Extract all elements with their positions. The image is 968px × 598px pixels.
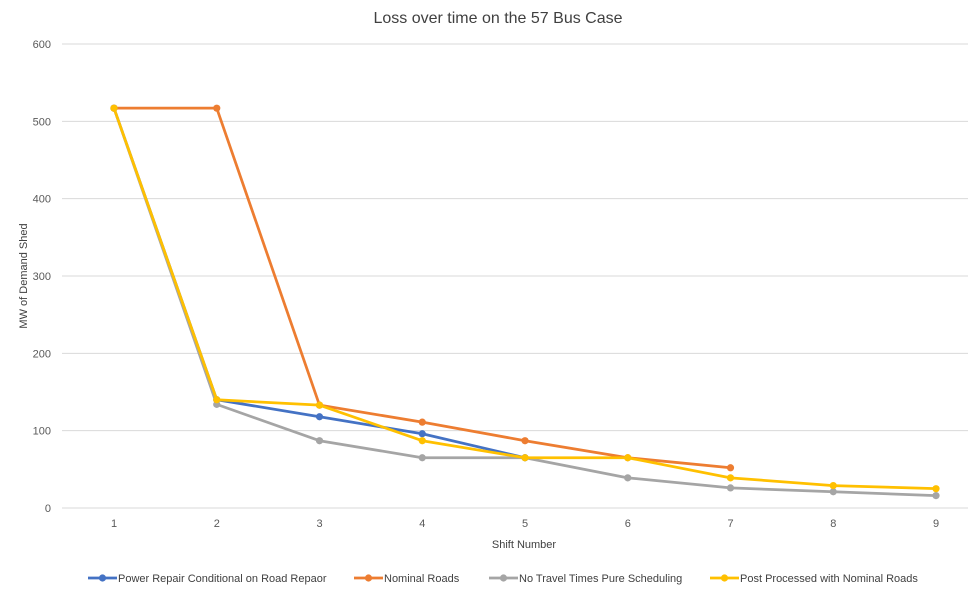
series-line bbox=[112, 106, 732, 470]
legend-label: Power Repair Conditional on Road Repaor bbox=[118, 573, 327, 585]
legend-item: Post Processed with Nominal Roads bbox=[710, 573, 918, 585]
data-point bbox=[932, 492, 940, 500]
x-axis-title: Shift Number bbox=[492, 539, 557, 551]
gridlines bbox=[62, 43, 968, 509]
data-point bbox=[521, 454, 529, 462]
series-2 bbox=[110, 104, 735, 472]
legend-item: No Travel Times Pure Scheduling bbox=[489, 573, 682, 585]
x-tick-label: 6 bbox=[625, 518, 631, 530]
data-point bbox=[418, 437, 426, 445]
data-point bbox=[932, 485, 940, 493]
y-tick-label: 100 bbox=[33, 426, 51, 438]
data-point bbox=[213, 104, 221, 112]
y-tick-label: 0 bbox=[45, 503, 51, 515]
y-axis-ticks: 0 100 200 300 400 500 600 bbox=[33, 39, 51, 515]
data-point bbox=[726, 464, 735, 472]
series-lines bbox=[110, 104, 940, 500]
legend-label: No Travel Times Pure Scheduling bbox=[519, 573, 682, 585]
data-point bbox=[829, 488, 837, 496]
legend-swatch-marker bbox=[499, 574, 508, 582]
x-tick-label: 9 bbox=[933, 518, 939, 530]
data-point bbox=[213, 396, 221, 404]
data-point bbox=[315, 413, 324, 421]
series-4 bbox=[110, 104, 940, 493]
x-tick-label: 7 bbox=[727, 518, 733, 530]
data-point bbox=[726, 484, 735, 492]
legend: Power Repair Conditional on Road Repaor N… bbox=[88, 573, 918, 585]
y-tick-label: 500 bbox=[33, 116, 51, 128]
data-point bbox=[418, 418, 426, 426]
y-axis-title: MW of Demand Shed bbox=[18, 223, 30, 328]
data-point bbox=[829, 481, 837, 490]
x-tick-label: 4 bbox=[419, 518, 425, 530]
data-point bbox=[418, 430, 426, 438]
x-tick-label: 3 bbox=[316, 518, 322, 530]
y-tick-label: 400 bbox=[33, 194, 51, 206]
data-point bbox=[624, 454, 632, 462]
legend-label: Nominal Roads bbox=[384, 573, 460, 585]
legend-item: Nominal Roads bbox=[354, 573, 460, 585]
x-tick-label: 5 bbox=[522, 518, 528, 530]
data-point bbox=[624, 474, 632, 482]
data-point bbox=[315, 437, 324, 445]
data-point bbox=[315, 401, 324, 409]
x-tick-label: 1 bbox=[111, 518, 117, 530]
legend-label: Post Processed with Nominal Roads bbox=[740, 573, 918, 585]
y-tick-label: 200 bbox=[33, 348, 51, 360]
y-tick-label: 600 bbox=[33, 39, 51, 51]
legend-item: Power Repair Conditional on Road Repaor bbox=[88, 573, 327, 585]
data-point bbox=[521, 437, 529, 445]
legend-swatch-marker bbox=[720, 574, 729, 582]
y-tick-label: 300 bbox=[33, 271, 51, 283]
x-tick-label: 8 bbox=[830, 518, 836, 530]
legend-swatch-marker bbox=[364, 574, 373, 582]
legend-swatch-marker bbox=[98, 574, 107, 582]
data-point bbox=[418, 454, 426, 462]
data-point bbox=[726, 474, 735, 482]
chart-title: Loss over time on the 57 Bus Case bbox=[373, 10, 622, 27]
data-point bbox=[110, 104, 118, 112]
x-axis-ticks: 1 2 3 4 5 6 7 8 9 bbox=[111, 518, 939, 530]
x-tick-label: 2 bbox=[214, 518, 220, 530]
